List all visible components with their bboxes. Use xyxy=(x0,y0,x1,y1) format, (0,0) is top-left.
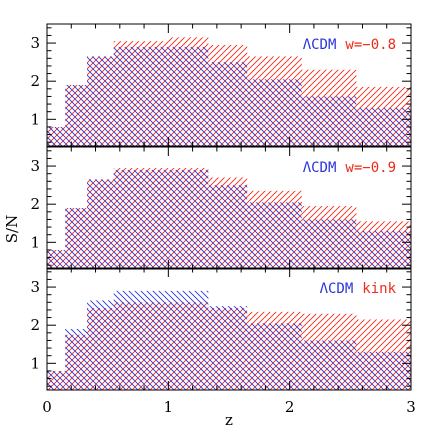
bars-panel-3 xyxy=(47,290,411,390)
y-tick-label: 3 xyxy=(30,157,40,175)
bars-panel-2 xyxy=(47,167,411,269)
lcdm-bar xyxy=(356,230,411,269)
ticks-panel-3 xyxy=(46,268,412,390)
lcdm-bar xyxy=(208,306,248,390)
lcdm-bar xyxy=(65,85,88,146)
legend-lcdm: ΛCDM xyxy=(303,37,337,53)
legend-lcdm: ΛCDM xyxy=(303,160,337,176)
legend-panel-1: ΛCDM w=−0.8 xyxy=(303,37,396,53)
legend-alt: w=−0.8 xyxy=(345,37,396,53)
lcdm-bar xyxy=(356,351,411,390)
panel-3: 1 2 3 ΛCDM kink xyxy=(30,267,412,391)
lcdm-bar xyxy=(47,249,66,269)
lcdm-bar xyxy=(168,169,209,269)
x-tick-label: 2 xyxy=(285,398,295,416)
x-tick-labels: 0 1 2 3 xyxy=(42,398,416,416)
x-tick-label: 3 xyxy=(406,398,416,416)
y-tick-label: 2 xyxy=(30,195,40,213)
legend-lcdm: ΛCDM xyxy=(320,281,354,297)
y-tick-label: 3 xyxy=(30,278,40,296)
y-tick-label: 2 xyxy=(30,72,40,90)
lcdm-bar xyxy=(47,370,66,390)
panel-frame xyxy=(46,267,412,391)
lcdm-bar xyxy=(113,46,169,146)
lcdm-bar xyxy=(47,126,66,146)
lcdm-bar xyxy=(247,323,302,390)
lcdm-bar xyxy=(247,202,302,269)
panel-frame xyxy=(46,23,412,147)
bars-panel-1 xyxy=(47,37,411,146)
legend-panel-2: ΛCDM w=−0.9 xyxy=(303,160,396,176)
y-tick-label: 1 xyxy=(30,233,40,251)
lcdm-bar xyxy=(208,62,248,146)
lcdm-bar xyxy=(113,290,169,390)
x-axis-label: z xyxy=(225,411,233,429)
panel-frame xyxy=(46,146,412,270)
lcdm-bar xyxy=(87,300,114,390)
lcdm-bar xyxy=(168,290,209,390)
lcdm-bar xyxy=(65,329,88,390)
panels-group: 1 2 3 ΛCDM w=−0.8 1 2 3 ΛCDM w=−0.9 1 2 3 ΛCDM kink xyxy=(30,23,412,391)
lcdm-bar xyxy=(65,208,88,269)
panel-2: 1 2 3 ΛCDM w=−0.9 xyxy=(30,146,412,270)
lcdm-bar xyxy=(301,219,357,269)
lcdm-bar xyxy=(87,179,114,269)
legend-alt: kink xyxy=(362,281,396,297)
ticks-panel-1 xyxy=(46,24,412,146)
y-axis-label: S/N xyxy=(3,215,21,243)
lcdm-bar xyxy=(247,79,302,146)
y-tick-label: 1 xyxy=(30,110,40,128)
lcdm-bar xyxy=(301,96,357,146)
x-tick-label: 0 xyxy=(42,398,52,416)
lcdm-bar xyxy=(356,107,411,146)
lcdm-bar xyxy=(301,340,357,390)
legend-alt: w=−0.9 xyxy=(345,160,396,176)
y-tick-label: 2 xyxy=(30,316,40,334)
lcdm-bar xyxy=(113,169,169,269)
y-tick-label: 3 xyxy=(30,34,40,52)
lcdm-bar xyxy=(87,56,114,146)
y-tick-label: 1 xyxy=(30,354,40,372)
lcdm-bar xyxy=(208,185,248,269)
lcdm-bar xyxy=(168,46,209,146)
panel-1: 1 2 3 ΛCDM w=−0.8 xyxy=(30,23,412,147)
legend-panel-3: ΛCDM kink xyxy=(320,281,397,297)
x-tick-label: 1 xyxy=(164,398,174,416)
